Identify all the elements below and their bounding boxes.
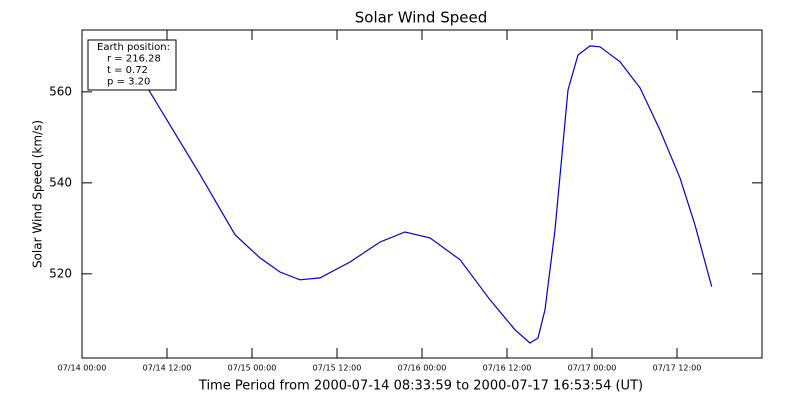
- x-axis-label: Time Period from 2000-07-14 08:33:59 to …: [198, 379, 643, 394]
- annotation-box: [87, 39, 177, 91]
- x-tick-label: 07/16 12:00: [483, 364, 532, 373]
- x-tick-label: 07/16 00:00: [398, 364, 447, 373]
- annotation: r = 216.28: [107, 54, 161, 65]
- x-tick-label: 07/17 12:00: [653, 364, 702, 373]
- annotation: Earth position:: [97, 42, 170, 53]
- data-line: [142, 45, 713, 344]
- annotation: t = 0.72: [107, 65, 148, 76]
- chart-title: Solar Wind Speed: [355, 9, 487, 27]
- x-tick-label: 07/15 12:00: [313, 364, 362, 373]
- annotation: p = 3.20: [107, 77, 150, 88]
- x-tick-label: 07/15 00:00: [228, 364, 277, 373]
- x-tick-label: 07/17 00:00: [568, 364, 617, 373]
- y-tick-label: 560: [49, 84, 72, 98]
- y-axis-label: Solar Wind Speed (km/s): [31, 120, 45, 268]
- x-tick-label: 07/14 12:00: [143, 364, 192, 373]
- y-tick-label: 540: [49, 175, 72, 189]
- x-tick-label: 07/14 00:00: [58, 364, 107, 373]
- y-tick-label: 520: [49, 266, 72, 280]
